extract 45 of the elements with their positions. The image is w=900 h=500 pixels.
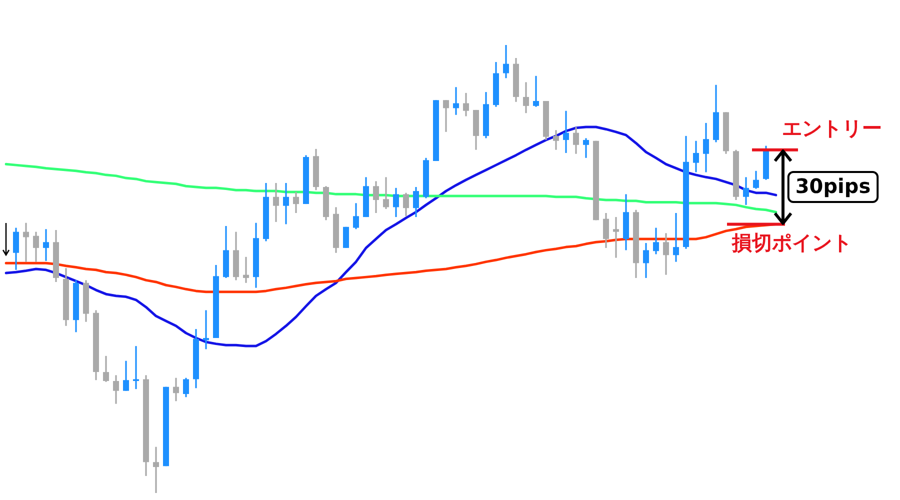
candlestick (533, 75, 539, 108)
candlestick (43, 228, 49, 262)
candlestick (573, 126, 579, 155)
candlestick (283, 182, 289, 225)
candlestick (753, 170, 759, 190)
candlestick (293, 191, 299, 214)
candlestick (113, 374, 119, 405)
candlestick (413, 186, 419, 218)
candlestick (183, 377, 189, 398)
candlestick (33, 231, 39, 263)
candlestick (553, 129, 559, 151)
candlestick (373, 180, 379, 214)
candlestick (693, 140, 699, 174)
candlestick (463, 92, 469, 118)
candlestick (443, 99, 449, 133)
candlestick (583, 137, 589, 159)
candlestick (383, 176, 389, 210)
candlestick (663, 232, 669, 276)
candlestick (613, 216, 619, 259)
candlestick (353, 202, 359, 230)
ref-line-label: エントリー (782, 116, 882, 140)
candlestick (653, 226, 659, 256)
candlestick (703, 122, 709, 174)
candlestick (743, 176, 749, 206)
candlestick (273, 182, 279, 223)
ref-line-label: 損切ポイント (731, 230, 852, 254)
candlestick (13, 226, 19, 271)
text: 30pips (795, 174, 871, 198)
candlestick (173, 377, 179, 402)
candlestick (563, 110, 569, 154)
candlestick (153, 446, 159, 494)
candlestick (243, 256, 249, 284)
candlestick (103, 355, 109, 383)
candlestick (523, 81, 529, 114)
candlestick (393, 187, 399, 218)
candlestick (23, 222, 29, 263)
candlestick (453, 86, 459, 116)
candlestick (343, 226, 349, 249)
candlestick (603, 212, 609, 249)
candlestick (403, 192, 409, 217)
candlestick (123, 360, 129, 392)
candlestick (673, 212, 679, 263)
candlestick (503, 44, 509, 79)
candlestick (643, 242, 649, 279)
candlestick (133, 345, 139, 390)
